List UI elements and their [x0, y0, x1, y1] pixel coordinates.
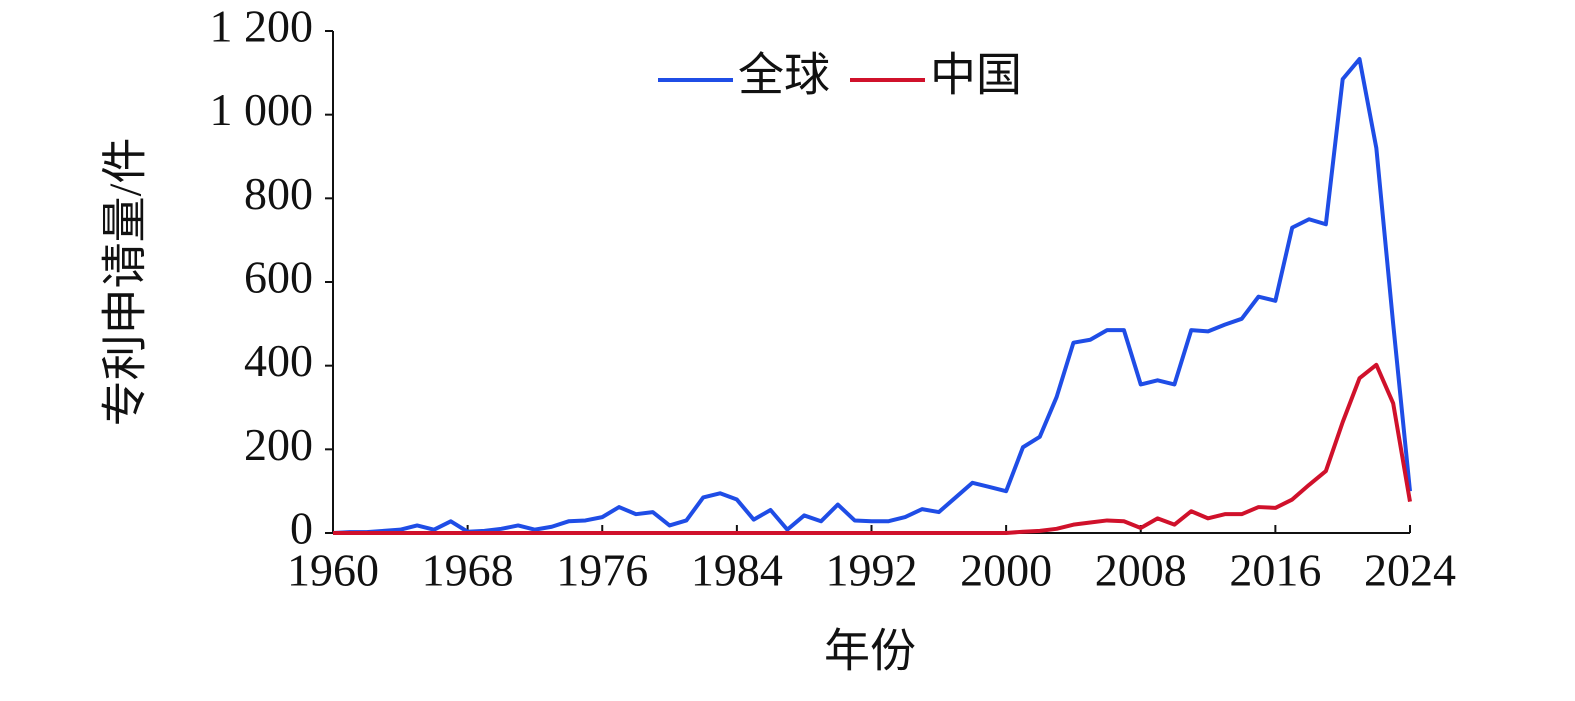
y-tick-label: 0 [290, 503, 313, 554]
x-axis-label: 年份 [824, 626, 916, 677]
y-tick-label: 1 200 [210, 1, 314, 52]
y-tick-label: 800 [244, 168, 313, 219]
y-axis-label: 专利申请量/件 [100, 138, 151, 427]
legend-label: 中国 [930, 50, 1022, 101]
x-tick-label: 1984 [691, 545, 783, 596]
x-tick-label: 1968 [422, 545, 514, 596]
x-tick-label: 2016 [1229, 545, 1321, 596]
x-tick-label: 1992 [826, 545, 918, 596]
y-tick-label: 200 [244, 419, 313, 470]
series-line [333, 362, 1412, 535]
y-tick-label: 600 [244, 252, 313, 303]
y-tick-label: 400 [244, 335, 313, 386]
y-tick-label: 1 000 [210, 84, 314, 135]
x-tick-label: 2008 [1095, 545, 1187, 596]
legend-label: 全球 [738, 50, 830, 101]
x-tick-label: 1976 [556, 545, 648, 596]
x-tick-label: 1960 [287, 545, 379, 596]
x-tick-label: 2000 [960, 545, 1052, 596]
series-line [332, 57, 1412, 535]
x-tick-label: 2024 [1364, 545, 1456, 596]
